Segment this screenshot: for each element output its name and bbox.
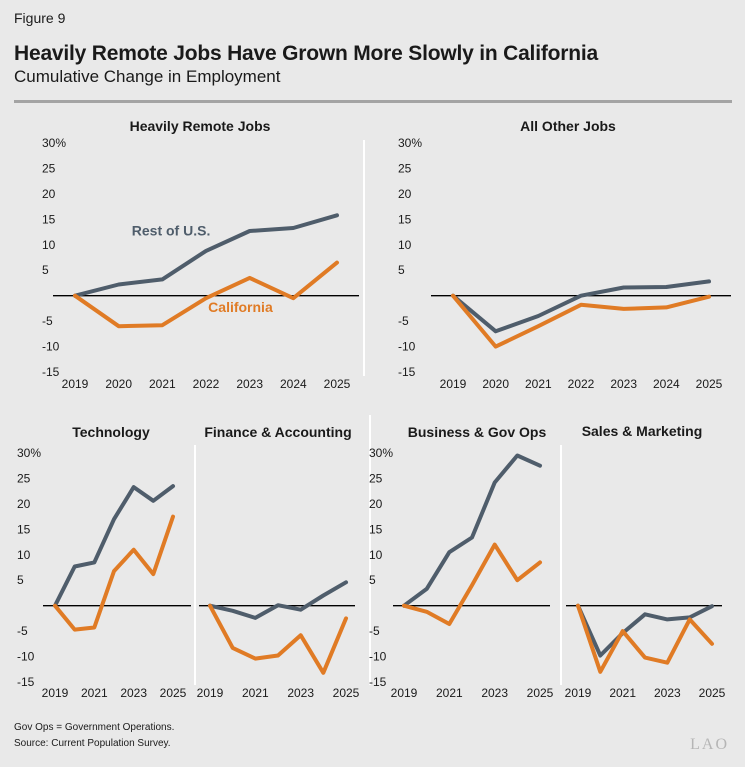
x-tick-label: 2023 (481, 686, 508, 700)
y-tick-label: -5 (42, 314, 53, 328)
y-tick-label: -15 (17, 675, 35, 689)
y-tick-label: 20 (398, 187, 412, 201)
x-tick-label: 2021 (436, 686, 463, 700)
y-tick-label: 20 (369, 497, 383, 511)
y-tick-label: 5 (398, 263, 405, 277)
panel-title: Sales & Marketing (582, 423, 703, 439)
x-tick-label: 2025 (699, 686, 726, 700)
series-line-california (208, 603, 348, 675)
x-tick-label: 2023 (236, 377, 263, 391)
panel-title: All Other Jobs (520, 118, 616, 134)
y-tick-label: 30% (369, 446, 393, 460)
y-tick-label: -5 (398, 314, 409, 328)
x-tick-label: 2023 (120, 686, 147, 700)
panel-title: Heavily Remote Jobs (130, 118, 271, 134)
x-tick-label: 2023 (610, 377, 637, 391)
y-tick-label: -15 (42, 365, 60, 379)
x-tick-label: 2025 (333, 686, 360, 700)
y-tick-label: 5 (17, 573, 24, 587)
series-line-california (402, 542, 542, 626)
y-tick-label: -5 (369, 624, 380, 638)
y-tick-label: 20 (42, 187, 56, 201)
x-tick-label: 2021 (525, 377, 552, 391)
y-tick-label: -10 (398, 340, 416, 354)
x-tick-label: 2024 (280, 377, 307, 391)
lao-logo: LAO (690, 736, 729, 753)
series-line-rest-of-us (451, 279, 711, 334)
x-tick-label: 2020 (482, 377, 509, 391)
y-tick-label: 25 (398, 161, 412, 175)
y-tick-label: -10 (369, 650, 387, 664)
chart-title: Heavily Remote Jobs Have Grown More Slow… (14, 42, 598, 65)
y-tick-label: 25 (42, 161, 56, 175)
label-rest-of-us: Rest of U.S. (132, 223, 211, 239)
x-tick-label: 2021 (609, 686, 636, 700)
x-tick-label: 2020 (105, 377, 132, 391)
footnote-source: Source: Current Population Survey. (14, 738, 171, 749)
x-tick-label: 2019 (197, 686, 224, 700)
chart-subtitle: Cumulative Change in Employment (14, 67, 281, 86)
y-tick-label: 5 (369, 573, 376, 587)
y-tick-label: 15 (17, 522, 31, 536)
y-tick-label: -10 (17, 650, 35, 664)
footnote-gov-ops: Gov Ops = Government Operations. (14, 722, 175, 733)
panel-title: Technology (72, 424, 150, 440)
series-line-rest-of-us (73, 213, 339, 298)
y-tick-label: -5 (17, 624, 28, 638)
y-tick-label: 15 (369, 522, 383, 536)
series-line-rest-of-us (208, 580, 348, 620)
y-tick-label: 15 (42, 212, 56, 226)
x-tick-label: 2019 (42, 686, 69, 700)
x-tick-label: 2019 (391, 686, 418, 700)
series-line-rest-of-us (576, 603, 714, 658)
x-tick-label: 2019 (62, 377, 89, 391)
y-tick-label: 15 (398, 212, 412, 226)
series-line-california (451, 293, 711, 349)
x-tick-label: 2025 (527, 686, 554, 700)
y-tick-label: 10 (369, 548, 383, 562)
x-tick-label: 2022 (568, 377, 595, 391)
x-tick-label: 2025 (324, 377, 351, 391)
x-tick-label: 2021 (81, 686, 108, 700)
label-california: California (208, 299, 273, 315)
series-line-rest-of-us (402, 453, 542, 608)
y-tick-label: 10 (398, 238, 412, 252)
y-tick-label: 20 (17, 497, 31, 511)
series-line-california (53, 514, 175, 632)
x-tick-label: 2021 (149, 377, 176, 391)
y-tick-label: 25 (369, 471, 383, 485)
x-tick-label: 2025 (696, 377, 723, 391)
x-tick-label: 2019 (440, 377, 467, 391)
x-tick-label: 2023 (287, 686, 314, 700)
x-tick-label: 2021 (242, 686, 269, 700)
panel-title: Finance & Accounting (204, 424, 351, 440)
y-tick-label: -10 (42, 340, 60, 354)
series-line-california (73, 260, 339, 329)
y-tick-label: 25 (17, 471, 31, 485)
y-tick-label: -15 (369, 675, 387, 689)
series-line-rest-of-us (53, 484, 175, 608)
y-tick-label: 30% (42, 136, 66, 150)
panel-title: Business & Gov Ops (408, 424, 547, 440)
figure-label: Figure 9 (14, 10, 66, 26)
x-tick-label: 2025 (160, 686, 187, 700)
x-tick-label: 2022 (193, 377, 220, 391)
y-tick-label: 30% (17, 446, 41, 460)
y-tick-label: 5 (42, 263, 49, 277)
y-tick-label: 30% (398, 136, 422, 150)
y-tick-label: 10 (17, 548, 31, 562)
series-line-california (576, 603, 714, 674)
x-tick-label: 2024 (653, 377, 680, 391)
x-tick-label: 2019 (565, 686, 592, 700)
y-tick-label: -15 (398, 365, 416, 379)
x-tick-label: 2023 (654, 686, 681, 700)
y-tick-label: 10 (42, 238, 56, 252)
title-divider (14, 100, 732, 103)
